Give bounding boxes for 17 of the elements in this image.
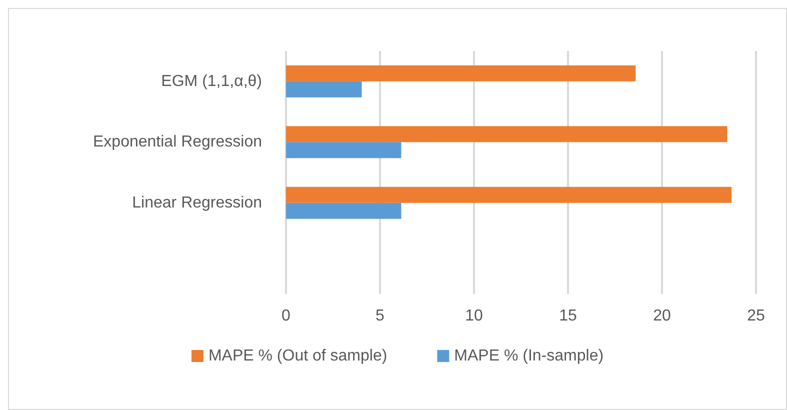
legend-label: MAPE % (Out of sample) [208, 348, 388, 364]
bar [286, 142, 402, 158]
bar [286, 202, 402, 219]
bar [286, 81, 362, 98]
y-tick-label: Exponential Regression [93, 134, 262, 151]
bar [286, 126, 728, 142]
x-tick-label: 5 [376, 308, 385, 324]
y-tick-label: EGM (1,1,α,θ) [161, 72, 262, 90]
bar [286, 65, 636, 82]
x-tick-label: 15 [559, 308, 577, 324]
legend-label: MAPE % (In-sample) [454, 348, 604, 364]
x-tick-label: 10 [465, 308, 483, 324]
x-tick-label: 20 [653, 308, 671, 324]
bar [286, 186, 732, 203]
x-tick-label: 25 [747, 308, 765, 324]
y-tick-label: Linear Regression [132, 194, 262, 212]
x-tick-label: 0 [282, 308, 291, 324]
